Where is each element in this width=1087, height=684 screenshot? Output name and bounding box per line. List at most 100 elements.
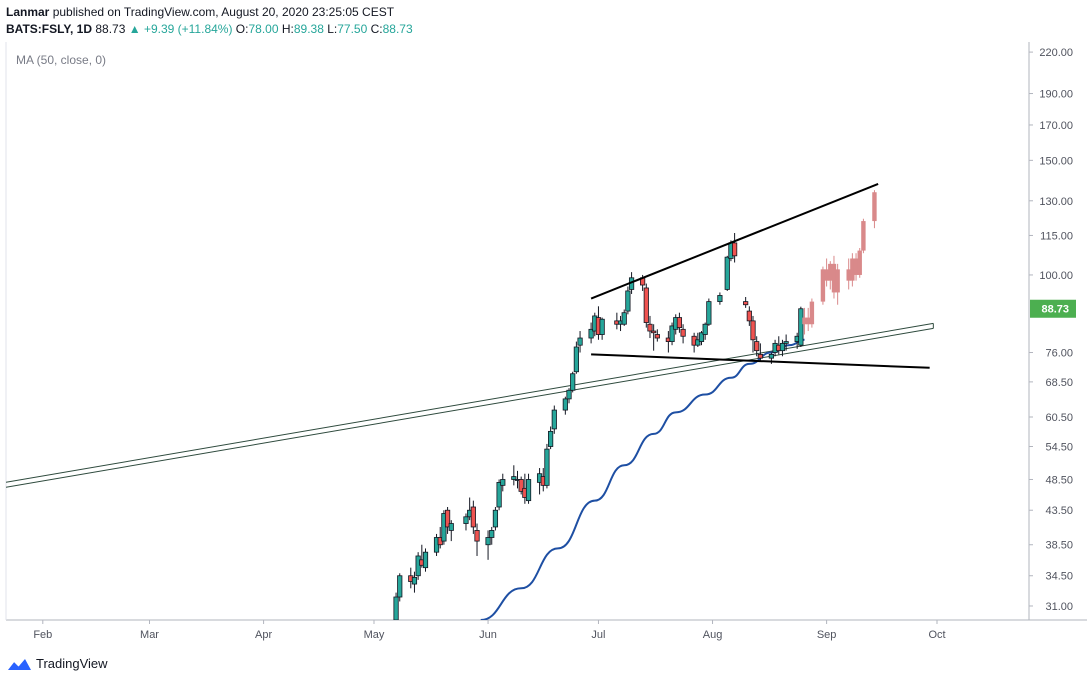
candle [599,317,605,340]
candle [573,341,579,374]
candle [732,233,738,263]
open-value: 78.00 [248,22,279,36]
symbol-line: BATS:FSLY, 1D 88.73 ▲ +9.39 (+11.84%) O:… [6,21,413,38]
candle-body [757,353,763,359]
candle [518,476,524,495]
candle [621,309,627,326]
projection-body [853,258,859,275]
projection-candle [857,248,862,278]
x-tick-label: Feb [33,629,52,641]
candle [422,548,429,572]
y-tick-label: 31.00 [1045,601,1073,613]
symbol-name: BATS:FSLY, 1D [6,22,93,36]
candle-body [654,334,660,339]
candle [651,324,657,351]
author-name: Lanmar [6,5,50,19]
price-chart[interactable]: 220.00 190.00 170.00 150.00 130.00 115.00 100.… [0,0,1087,650]
candle [570,371,576,393]
candle [485,530,491,560]
high-label: H: [281,22,294,36]
candle-body [621,312,627,325]
candle [698,331,705,346]
channel-lines[interactable] [6,322,934,488]
x-tick-label: Jun [479,629,497,641]
projection-body [802,317,807,325]
candle [496,479,502,511]
open-label: O: [235,22,249,36]
candle [588,322,594,344]
tradingview-logo-icon [6,658,31,670]
projection-body [809,301,815,325]
projection-candle [831,255,837,299]
projection-body [850,258,855,281]
candle-body [724,256,730,290]
candle-body [651,330,657,334]
y-tick-label: 170.00 [1039,120,1073,132]
candle [754,336,760,357]
channel-upper-line[interactable] [6,322,934,483]
candle-body [518,479,524,492]
candle [750,315,756,353]
x-tick-label: Mar [140,629,159,641]
candle [562,396,568,415]
x-tick-label: Apr [255,629,272,641]
candle [757,343,763,362]
y-tick-label: 68.50 [1045,377,1073,389]
candle-body [754,341,760,352]
candle [702,322,708,340]
candle-body [500,479,506,486]
candle-body [706,301,712,325]
candle [500,473,506,492]
x-tick-label: Sep [817,629,837,641]
projection-body [831,263,837,293]
lower-support-line[interactable] [591,353,930,369]
last-price: 88.73 [95,22,126,36]
candle [717,292,723,305]
high-value: 89.38 [293,22,324,36]
upper-resistance-line[interactable] [590,182,879,300]
publication-line: Lanmar published on TradingView.com, Aug… [6,4,413,21]
low-label: L: [327,22,338,36]
candle [551,405,557,434]
y-tick-label: 43.50 [1045,505,1073,517]
candle-body [566,389,572,400]
candle-body [485,537,491,546]
candle-body [573,346,579,373]
projection-candle [861,218,866,254]
candle-body [768,353,775,359]
candle [470,500,476,534]
candle [448,520,454,542]
projection-candle [853,253,859,281]
candle-body [492,509,499,528]
ma-indicator-label[interactable]: MA (50, close, 0) [16,53,107,67]
y-tick-label: 190.00 [1039,89,1073,101]
candle-body [393,596,399,620]
candle [783,334,789,351]
trend-lines-group[interactable] [590,182,930,369]
projection-body [806,317,811,325]
channel-lower-line[interactable] [6,327,934,488]
low-value: 77.50 [337,22,368,36]
time-axis[interactable]: Feb Mar Apr May Jun Jul Aug Sep Oct [33,620,946,641]
candle-body [474,530,480,542]
candle-body [783,341,789,344]
ma-line-group [480,338,805,620]
candle [489,526,495,545]
projection-candle [806,307,811,332]
candle-body [511,476,517,480]
candle-body [422,551,429,569]
projection-candle [835,263,840,305]
candle [654,329,660,342]
candle-body [676,317,683,329]
projection-candle [802,307,807,335]
candle-body [411,576,418,585]
candle-body [669,325,675,342]
candle [463,513,469,531]
price-axis[interactable]: 220.00 190.00 170.00 150.00 130.00 115.00 100.… [1029,47,1076,613]
footer-brand[interactable]: TradingView [6,656,108,671]
y-tick-label: 76.00 [1045,348,1073,360]
projection-candle [850,253,855,287]
candles-group [393,233,804,620]
price-change: ▲ +9.39 (+11.84%) [128,22,233,36]
candle [415,552,421,580]
